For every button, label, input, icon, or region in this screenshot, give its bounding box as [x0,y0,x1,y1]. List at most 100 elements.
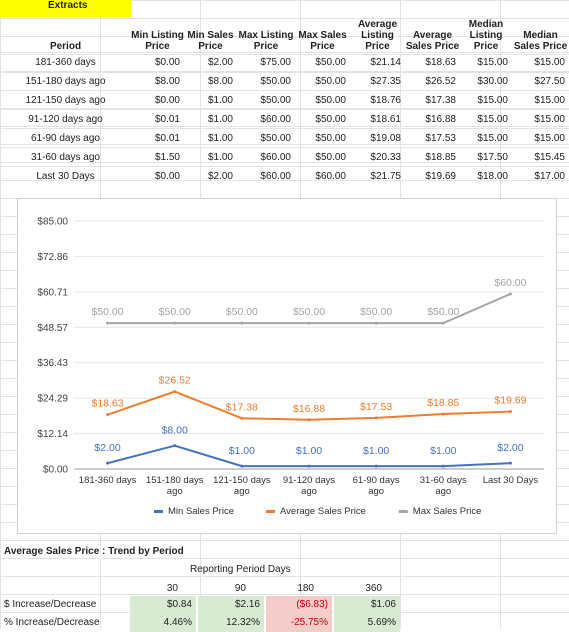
table-row: 151-180 days ago $8.00 $8.00 $50.00 $50.00 $2… [0,71,569,91]
value-cell[interactable]: $2.00 [184,52,237,72]
trend-row-label[interactable]: % Increase/Decrease [4,617,100,628]
x-tick-label: 151-180 days [146,475,204,486]
value-cell[interactable]: $1.50 [131,147,184,167]
period-cell[interactable]: 31-60 days ago [0,147,131,167]
trend-row-label[interactable]: $ Increase/Decrease [4,599,97,610]
value-cell[interactable]: $60.00 [237,166,295,185]
value-cell[interactable]: $15.45 [512,147,569,167]
value-cell[interactable]: $50.00 [237,71,295,91]
period-cell[interactable]: 181-360 days [0,52,131,72]
x-tick-label: ago [435,486,451,497]
value-cell[interactable]: $18.85 [405,147,460,167]
legend-swatch [266,510,275,513]
x-tick-label: ago [234,486,250,497]
value-cell[interactable]: $20.33 [350,147,405,167]
table-header-row: Period Min Listing Price Min Sales Price Ma… [0,16,569,53]
value-cell[interactable]: $30.00 [460,71,512,91]
value-cell[interactable]: $15.00 [460,128,512,148]
value-cell[interactable]: $0.01 [131,109,184,129]
period-header[interactable]: 360 [365,583,382,594]
value-cell[interactable]: $0.00 [131,166,184,185]
legend-label: Max Sales Price [413,506,482,517]
value-cell[interactable]: $19.69 [405,166,460,185]
trend-value-cell[interactable]: 4.46% [130,614,196,632]
data-label: $1.00 [229,445,255,457]
value-cell[interactable]: $50.00 [295,109,350,129]
period-cell[interactable]: Last 30 Days [0,166,131,185]
value-cell[interactable]: $18.76 [350,90,405,110]
trend-value-cell[interactable]: 5.69% [334,614,400,632]
value-cell[interactable]: $17.50 [460,147,512,167]
value-cell[interactable]: $50.00 [295,128,350,148]
trend-value-cell[interactable]: $0.84 [130,596,196,614]
value-cell[interactable]: $1.00 [184,109,237,129]
value-cell[interactable]: $75.00 [237,52,295,72]
value-cell[interactable]: $15.00 [460,52,512,72]
value-cell[interactable]: $0.00 [131,52,184,72]
reporting-period-title: Reporting Period Days [190,564,291,575]
period-cell[interactable]: 151-180 days ago [0,71,131,91]
value-cell[interactable]: $0.00 [131,90,184,110]
value-cell[interactable]: $15.00 [512,52,569,72]
value-cell[interactable]: $18.63 [405,52,460,72]
period-header[interactable]: 90 [234,583,246,594]
value-cell[interactable]: $8.00 [131,71,184,91]
value-cell[interactable]: $50.00 [295,52,350,72]
period-cell[interactable]: 91-120 days ago [0,109,131,129]
value-cell[interactable]: $50.00 [295,71,350,91]
value-cell[interactable]: $15.00 [460,90,512,110]
value-cell[interactable]: $15.00 [512,90,569,110]
value-cell[interactable]: $18.00 [460,166,512,185]
value-cell[interactable]: $1.00 [184,128,237,148]
value-cell[interactable]: $50.00 [295,90,350,110]
value-cell[interactable]: $50.00 [237,90,295,110]
sales-price-chart[interactable]: $0.00 $12.14 $24.29 $36.43 $48.57 $60.71 $72.8… [17,198,557,534]
value-cell[interactable]: $17.53 [405,128,460,148]
value-cell[interactable]: $26.52 [405,71,460,91]
period-cell[interactable]: 61-90 days ago [0,128,131,148]
trend-value-cell[interactable]: -25.75% [266,614,332,632]
trend-value-cell[interactable]: 12.32% [198,614,264,632]
legend-label: Min Sales Price [168,506,234,517]
value-cell[interactable]: $15.00 [512,128,569,148]
value-cell[interactable]: $17.38 [405,90,460,110]
value-cell[interactable]: $0.01 [131,128,184,148]
value-cell[interactable]: $50.00 [295,147,350,167]
sheet-title[interactable]: Extracts [0,0,131,17]
value-cell[interactable]: $60.00 [237,109,295,129]
value-cell[interactable]: $1.00 [184,90,237,110]
data-point [508,461,512,465]
value-cell[interactable]: $50.00 [237,128,295,148]
period-cell[interactable]: 121-150 days ago [0,90,131,110]
period-header[interactable]: 180 [297,583,314,594]
value-cell[interactable]: $1.00 [184,147,237,167]
value-cell[interactable]: $2.00 [184,166,237,185]
value-cell[interactable]: $19.08 [350,128,405,148]
data-point [106,413,110,417]
data-label: $50.00 [92,306,124,318]
data-label: $19.69 [494,395,526,407]
value-cell[interactable]: $17.00 [512,166,569,185]
trend-value-cell[interactable]: $1.06 [334,596,400,614]
value-cell[interactable]: $60.00 [237,147,295,167]
value-cell[interactable]: $21.75 [350,166,405,185]
data-label: $1.00 [296,445,322,457]
value-cell[interactable]: $8.00 [184,71,237,91]
value-cell[interactable]: $27.35 [350,71,405,91]
data-label: $17.38 [226,401,258,413]
value-cell[interactable]: $27.50 [512,71,569,91]
value-cell[interactable]: $15.00 [460,109,512,129]
table-row: Last 30 Days $0.00 $2.00 $60.00 $60.00 $21.75… [0,166,569,185]
value-cell[interactable]: $21.14 [350,52,405,72]
value-cell[interactable]: $60.00 [295,166,350,185]
stats-table: Period Min Listing Price Min Sales Price Ma… [0,16,569,185]
value-cell[interactable]: $18.61 [350,109,405,129]
value-cell[interactable]: $16.88 [405,109,460,129]
period-header[interactable]: 30 [166,583,178,594]
data-label: $18.85 [427,397,459,409]
trend-title: Average Sales Price : Trend by Period [4,546,184,557]
x-tick-label: 181-360 days [79,475,137,486]
trend-value-cell[interactable]: ($6.83) [266,596,332,614]
trend-value-cell[interactable]: $2.16 [198,596,264,614]
value-cell[interactable]: $15.00 [512,109,569,129]
